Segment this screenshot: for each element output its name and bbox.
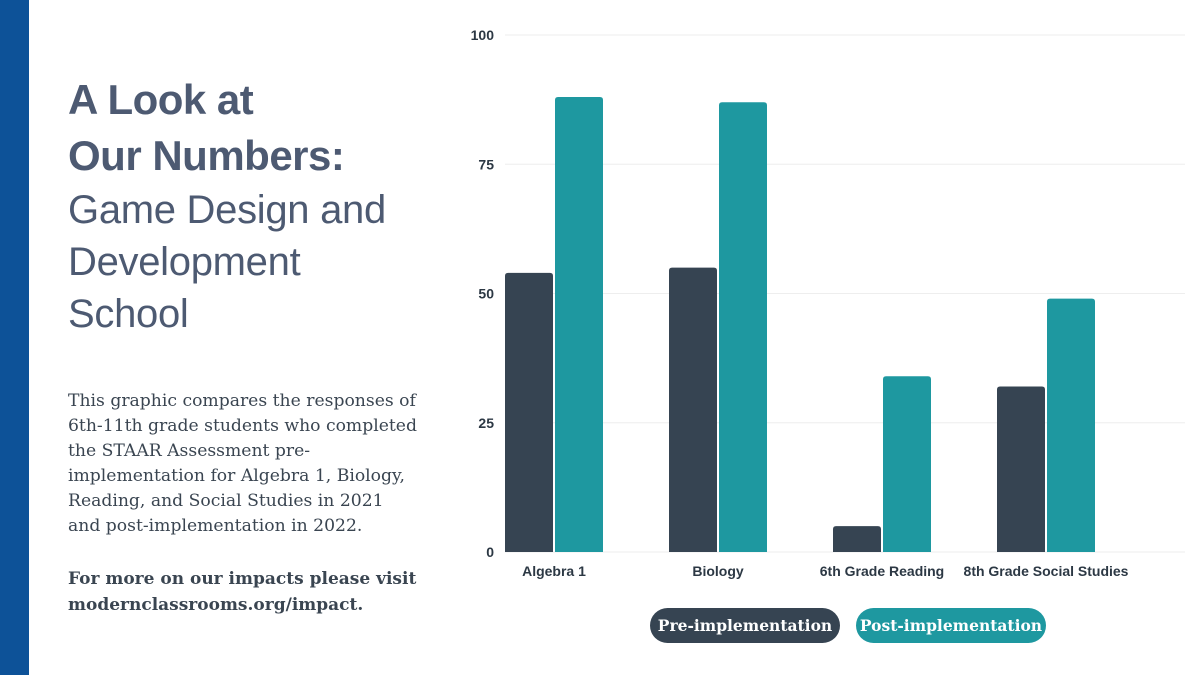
legend-pre-implementation: Pre-implementation — [650, 608, 840, 643]
bar-pre-2 — [833, 526, 881, 552]
side-accent-bar — [0, 0, 29, 675]
x-category-label: 8th Grade Social Studies — [964, 563, 1129, 579]
title-line-3: Game Design and — [68, 188, 386, 232]
y-tick-label: 75 — [478, 156, 494, 172]
y-tick-label: 25 — [478, 415, 494, 431]
bar-post-3 — [1047, 298, 1095, 552]
bar-post-2 — [883, 376, 931, 552]
x-category-label: Biology — [692, 563, 744, 579]
page-title: A Look at Our Numbers: Game Design and D… — [68, 72, 428, 340]
y-tick-label: 0 — [486, 544, 494, 560]
x-category-label: Algebra 1 — [522, 563, 586, 579]
bar-post-0 — [555, 97, 603, 552]
bar-pre-3 — [997, 386, 1045, 552]
y-tick-label: 100 — [471, 27, 495, 43]
x-category-label: 6th Grade Reading — [820, 563, 944, 579]
title-line-5: School — [68, 292, 189, 336]
y-tick-label: 50 — [478, 286, 494, 302]
bar-post-1 — [719, 102, 767, 553]
legend-post-implementation: Post-implementation — [856, 608, 1046, 643]
call-to-action: For more on our impacts please visit mod… — [68, 566, 418, 618]
bar-pre-1 — [669, 267, 717, 552]
title-line-1: A Look at — [68, 76, 254, 123]
bar-pre-0 — [505, 272, 553, 552]
title-line-4: Development — [68, 240, 301, 284]
title-line-2: Our Numbers: — [68, 132, 345, 179]
description-text: This graphic compares the responses of 6… — [68, 391, 417, 536]
cta-line-1: For more on our impacts please visit — [68, 569, 417, 589]
cta-link-text: modernclassrooms.org/impact. — [68, 595, 364, 615]
